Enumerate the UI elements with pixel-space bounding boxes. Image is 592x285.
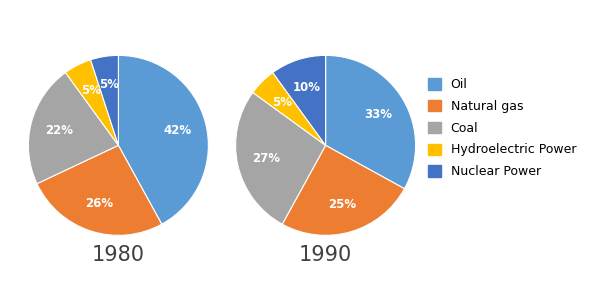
Wedge shape [28, 73, 118, 184]
Wedge shape [37, 145, 162, 235]
Legend: Oil, Natural gas, Coal, Hydroelectric Power, Nuclear Power: Oil, Natural gas, Coal, Hydroelectric Po… [424, 74, 580, 182]
Text: 5%: 5% [99, 78, 119, 91]
Text: 1990: 1990 [299, 245, 352, 265]
Text: 25%: 25% [329, 198, 357, 211]
Text: 33%: 33% [364, 108, 392, 121]
Text: 42%: 42% [163, 124, 192, 137]
Wedge shape [66, 60, 118, 145]
Text: 27%: 27% [252, 152, 280, 165]
Wedge shape [91, 55, 118, 145]
Wedge shape [273, 55, 326, 145]
Text: 5%: 5% [81, 84, 101, 97]
Wedge shape [326, 55, 416, 189]
Wedge shape [282, 145, 404, 235]
Text: 22%: 22% [45, 124, 73, 137]
Wedge shape [236, 92, 326, 224]
Text: 5%: 5% [272, 95, 292, 109]
Wedge shape [253, 73, 326, 145]
Text: 10%: 10% [292, 81, 321, 94]
Text: 26%: 26% [85, 197, 114, 210]
Wedge shape [118, 55, 208, 224]
Text: 1980: 1980 [92, 245, 145, 265]
